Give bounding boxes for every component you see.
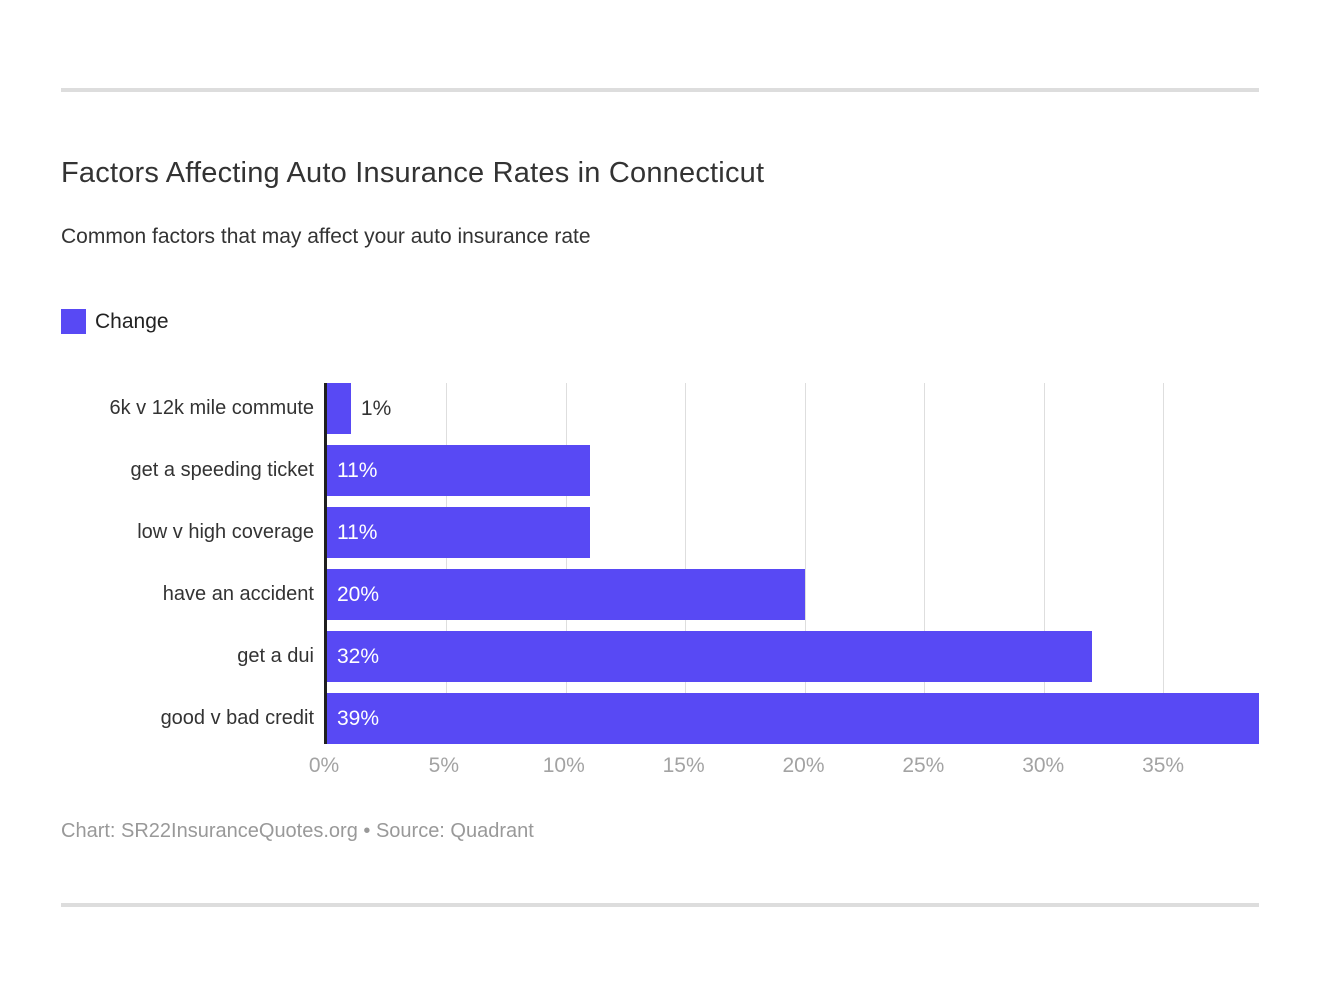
gridline [1043,383,1045,744]
x-tick-label: 30% [1022,754,1065,777]
top-divider [61,88,1259,92]
x-tick-label: 0% [308,754,340,777]
bar-value-label: 1% [360,396,392,420]
gridline [446,383,448,744]
x-tick-label: 10% [542,754,585,777]
category-labels: 6k v 12k mile commute get a speeding tick… [61,383,324,744]
bar-row: 1% [327,383,1259,434]
bar: 20% [327,569,805,620]
bar-value-label: 20% [337,582,380,606]
bar: 39% [327,693,1259,744]
bar-chart: 6k v 12k mile commute get a speeding tick… [61,383,1259,744]
category-label: good v bad credit [160,707,314,729]
bar: 11% [327,445,590,496]
x-tick-label: 20% [782,754,825,777]
gridline [565,383,567,744]
category-label: low v high coverage [137,521,314,543]
gridline [1163,383,1165,744]
gridline [685,383,687,744]
chart-subtitle: Common factors that may affect your auto… [61,225,591,248]
chart-title: Factors Affecting Auto Insurance Rates i… [61,157,765,189]
bar-value-label: 39% [337,706,380,730]
bar-row: 32% [327,631,1259,682]
x-tick-label: 15% [662,754,705,777]
x-axis: 0% 5% 10% 15% 20% 25% 30% 35% [309,754,1259,780]
category-label: have an accident [162,583,314,605]
bar-row: 11% [327,445,1259,496]
bottom-divider [61,903,1259,907]
legend-swatch [61,309,86,334]
bar-value-label: 32% [337,644,380,668]
bar-row: 39% [327,693,1259,744]
gridline [804,383,806,744]
category-label: get a dui [237,645,314,667]
bar: 11% [327,507,590,558]
category-label: get a speeding ticket [130,459,314,481]
plot-area: 1% 11% 11% 20% 32% 39% [324,383,1259,744]
bar-row: 20% [327,569,1259,620]
legend: Change [61,309,169,334]
x-tick-label: 25% [902,754,945,777]
gridline [924,383,926,744]
legend-label: Change [95,309,169,333]
x-tick-label: 35% [1142,754,1185,777]
chart-footer: Chart: SR22InsuranceQuotes.org • Source:… [61,820,534,842]
category-label: 6k v 12k mile commute [109,397,314,419]
bar-row: 11% [327,507,1259,558]
bar-value-label: 11% [337,520,378,544]
bar: 32% [327,631,1092,682]
bar [327,383,351,434]
x-tick-label: 5% [428,754,460,777]
bar-value-label: 11% [337,458,378,482]
